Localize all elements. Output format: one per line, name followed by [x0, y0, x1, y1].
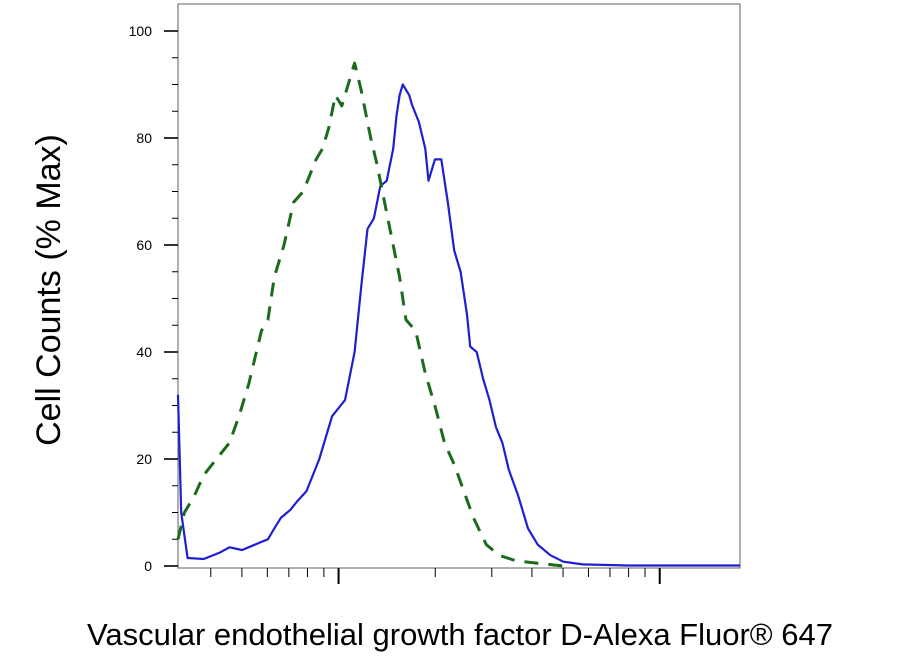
- y-axis: 0 20 40 60 80 100: [129, 23, 178, 574]
- series-layer: [176, 61, 740, 568]
- x-axis-label: Vascular endothelial growth factor D-Ale…: [87, 617, 833, 652]
- y-tick-label: 40: [136, 344, 152, 360]
- y-axis-label: Cell Counts (% Max): [30, 134, 68, 446]
- control-histogram-line: [176, 61, 564, 568]
- y-tick-label: 100: [129, 23, 153, 39]
- y-tick-label: 0: [144, 558, 152, 574]
- x-axis: [210, 568, 661, 584]
- y-tick-label: 20: [136, 451, 152, 467]
- plot-area-frame: [177, 3, 741, 569]
- y-tick-label: 80: [136, 130, 152, 146]
- sample-histogram-line: [176, 83, 740, 567]
- y-tick-label: 60: [136, 237, 152, 253]
